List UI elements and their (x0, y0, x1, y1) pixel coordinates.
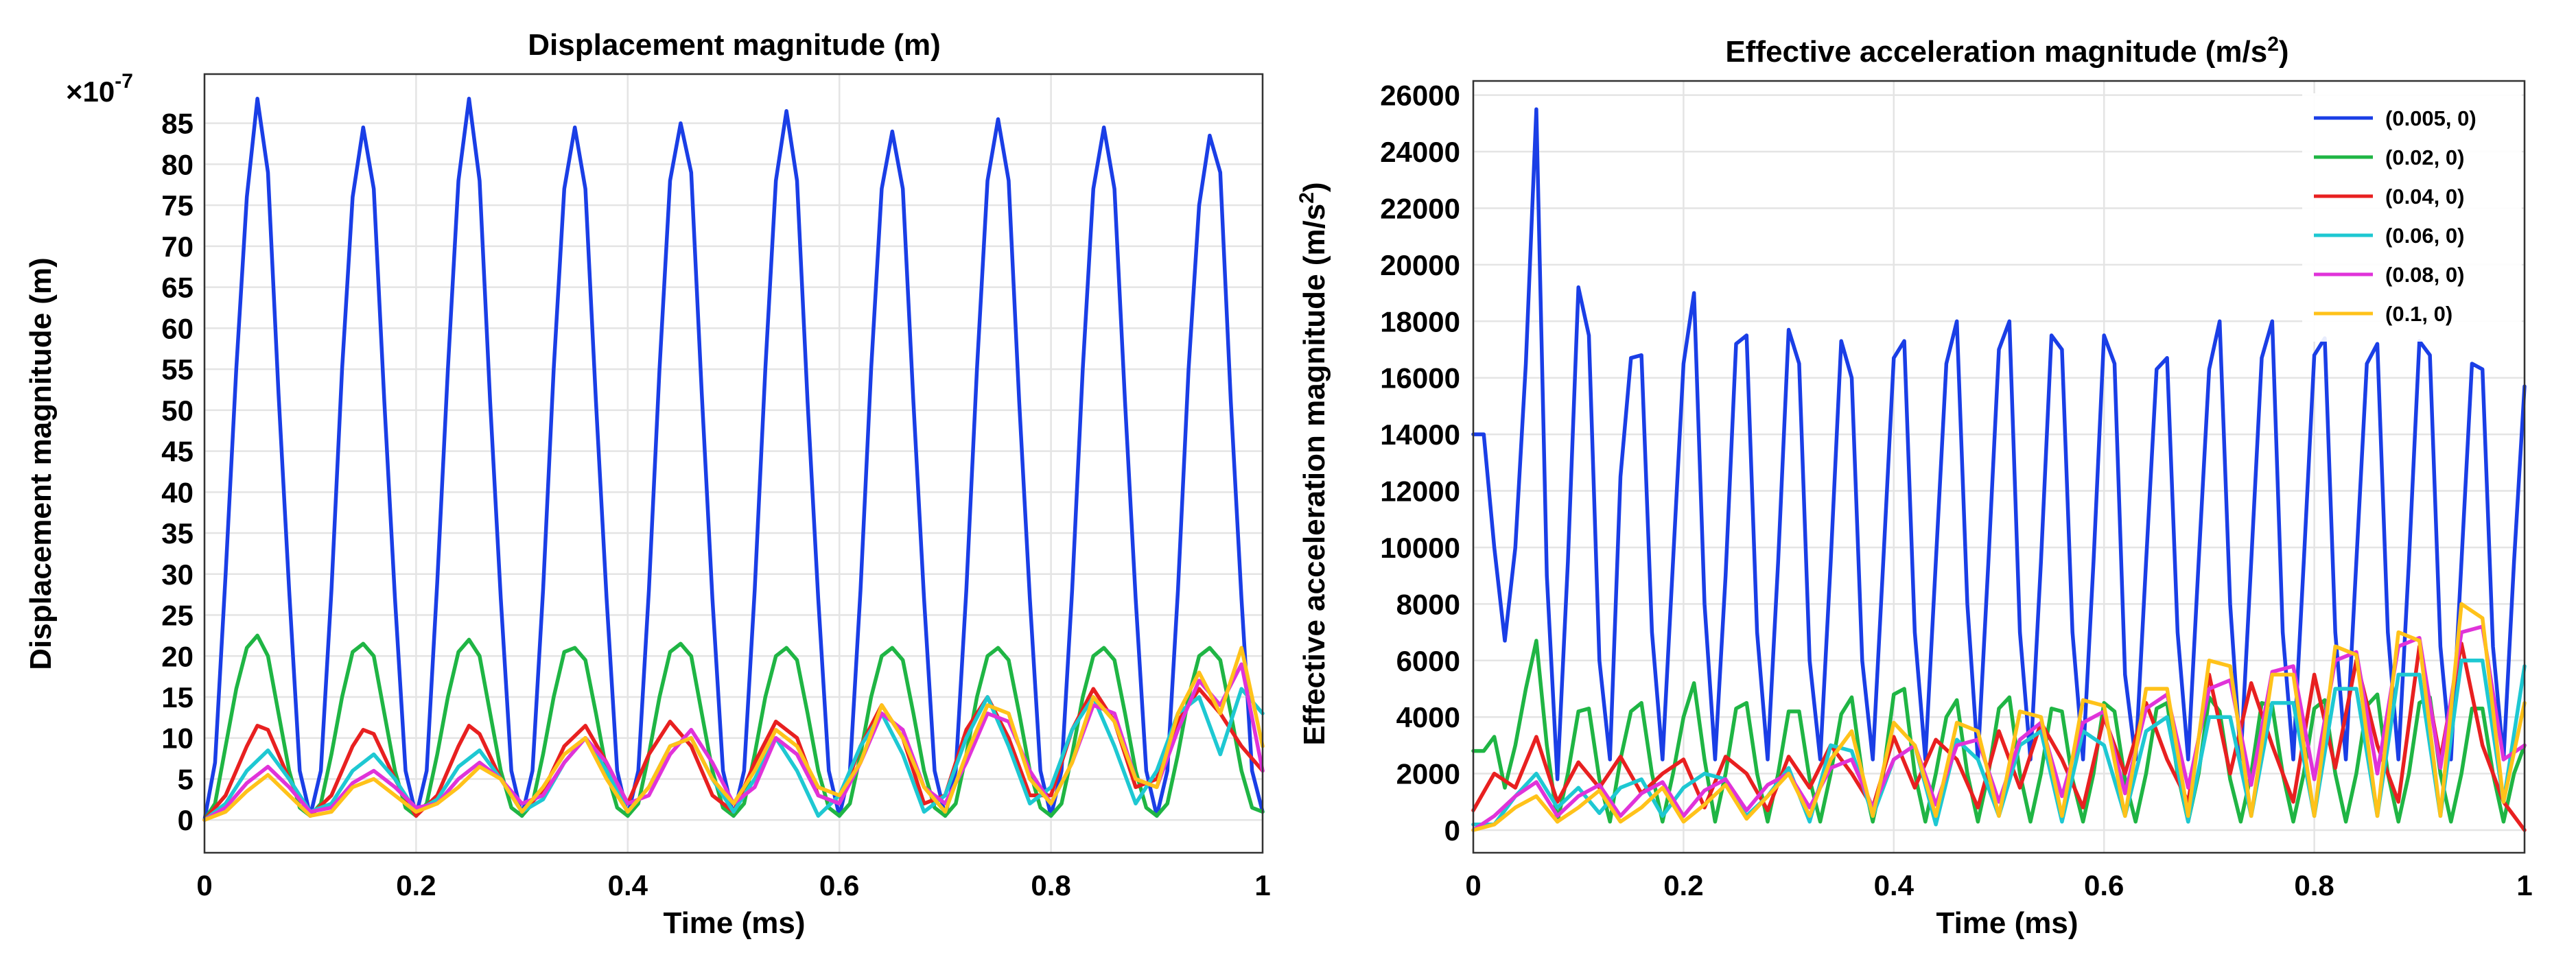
displacement-x-axis-label: Time (ms) (663, 906, 805, 940)
legend-entry-label: (0.02, 0) (2385, 145, 2464, 169)
y-tick-label: 10 (161, 722, 194, 755)
y-tick-label: 5 (178, 763, 194, 795)
y-tick-label: 24000 (1380, 136, 1460, 168)
y-tick-label: 2000 (1396, 758, 1460, 790)
y-tick-label: 8000 (1396, 588, 1460, 620)
y-tick-label: 6000 (1396, 645, 1460, 677)
acceleration-ylabel-main: Effective acceleration magnitude (m/s (1298, 204, 1331, 746)
multiplier-exponent: -7 (115, 70, 133, 93)
x-tick-label: 0.8 (2294, 869, 2334, 901)
acceleration-ylabel-sup: 2 (1296, 192, 1318, 204)
series-line-4 (1471, 624, 2527, 832)
displacement-plot-frame (203, 73, 1264, 854)
y-tick-label: 16000 (1380, 362, 1460, 394)
legend-entry-label: (0.06, 0) (2385, 224, 2464, 248)
legend-entry-label: (0.1, 0) (2385, 302, 2452, 326)
displacement-series-group (202, 97, 1265, 822)
x-tick-label: 0 (1465, 869, 1481, 901)
y-tick-label: 55 (161, 353, 194, 386)
x-tick-label: 1 (1254, 869, 1270, 901)
y-tick-label: 25 (161, 600, 194, 632)
series-line-5 (1471, 602, 2527, 832)
y-tick-label: 18000 (1380, 305, 1460, 338)
y-tick-label: 22000 (1380, 192, 1460, 224)
x-tick-label: 0.6 (819, 869, 859, 901)
y-tick-label: 26000 (1380, 80, 1460, 112)
acceleration-legend: (0.005, 0) (0.02, 0) (0.04, 0) (0.06, 0) (0.… (2302, 93, 2522, 342)
y-tick-label: 20 (161, 640, 194, 672)
y-tick-label: 0 (1444, 814, 1460, 847)
y-tick-label: 4000 (1396, 701, 1460, 733)
x-tick-label: 0.8 (1031, 869, 1070, 901)
y-tick-label: 60 (161, 312, 194, 344)
displacement-x-ticks: 0 0.2 0.4 0.6 0.8 1 (196, 869, 1270, 901)
acceleration-chart-title: Effective acceleration magnitude (m/s2) (1725, 33, 2288, 69)
y-tick-label: 15 (161, 681, 194, 713)
acceleration-x-axis-label: Time (ms) (1936, 906, 2078, 940)
y-tick-label: 65 (161, 272, 194, 304)
x-tick-label: 0.4 (608, 869, 648, 901)
y-tick-label: 20000 (1380, 249, 1460, 281)
multiplier-base: ×10 (66, 75, 115, 108)
series-line-3 (202, 687, 1265, 822)
legend-background (2302, 93, 2522, 342)
displacement-y-axis-label: Displacement magnitude (m) (24, 257, 58, 670)
acceleration-ylabel-end: ) (1298, 182, 1331, 192)
x-tick-label: 0.4 (1874, 869, 1915, 901)
series-line-1 (202, 633, 1265, 822)
acceleration-x-ticks: 0 0.2 0.4 0.6 0.8 1 (1465, 869, 2532, 901)
series-line-5 (202, 646, 1265, 822)
legend-entry-label: (0.005, 0) (2385, 106, 2477, 130)
y-tick-label: 45 (161, 436, 194, 468)
displacement-multiplier: ×10-7 (66, 70, 133, 108)
displacement-chart: Displacement magnitude (m) 0510152025303… (24, 28, 1271, 940)
acceleration-title-end: ) (2279, 35, 2289, 69)
x-tick-label: 0.2 (1663, 869, 1703, 901)
legend-entry-label: (0.08, 0) (2385, 263, 2464, 287)
displacement-y-ticks: 0 5 10 15 20 25 30 35 40 45 50 55 60 65 70 75 80 85 (161, 108, 194, 837)
y-tick-label: 75 (161, 189, 194, 222)
acceleration-title-main: Effective acceleration magnitude (m/s (1725, 35, 2267, 69)
legend-entry-label: (0.04, 0) (2385, 185, 2464, 209)
y-tick-label: 10000 (1380, 532, 1460, 564)
acceleration-chart: Effective acceleration magnitude (m/s2) … (1296, 33, 2533, 940)
series-line-2 (1471, 641, 2527, 832)
x-tick-label: 0.6 (2084, 869, 2124, 901)
y-tick-label: 40 (161, 476, 194, 508)
y-tick-label: 0 (178, 804, 194, 836)
y-tick-label: 70 (161, 231, 194, 263)
y-tick-label: 85 (161, 108, 194, 140)
y-tick-label: 30 (161, 558, 194, 591)
y-tick-label: 14000 (1380, 418, 1460, 451)
acceleration-y-ticks: 0 2000 4000 6000 8000 10000 12000 14000 16000 180… (1380, 80, 1460, 847)
acceleration-y-axis-label: Effective acceleration magnitude (m/s2) (1296, 182, 1331, 745)
displacement-chart-title: Displacement magnitude (m) (528, 28, 940, 62)
y-tick-label: 35 (161, 517, 194, 550)
acceleration-plot-frame (1472, 80, 2526, 854)
series-line-1 (1471, 639, 2527, 824)
y-tick-label: 50 (161, 394, 194, 427)
x-tick-label: 0.2 (396, 869, 436, 901)
acceleration-title-sup: 2 (2267, 33, 2279, 56)
y-tick-label: 12000 (1380, 475, 1460, 508)
x-tick-label: 0 (196, 869, 212, 901)
x-tick-label: 1 (2516, 869, 2532, 901)
acceleration-series-group (1471, 107, 2527, 832)
y-tick-label: 80 (161, 148, 194, 180)
